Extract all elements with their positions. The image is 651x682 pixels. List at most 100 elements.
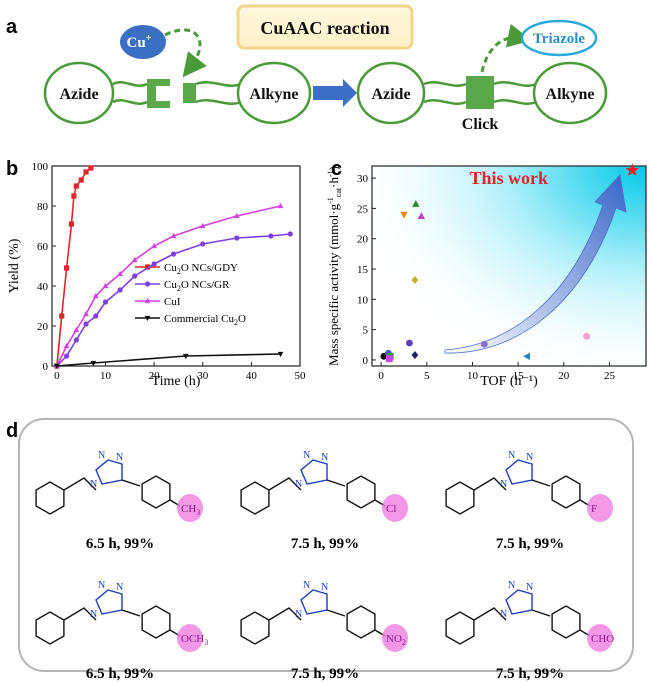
literature-point [411, 351, 419, 360]
ch2-linker [473, 607, 507, 621]
triazole-n1: N [500, 479, 507, 490]
triazole-n2: N [303, 580, 310, 591]
ch2-linker [63, 607, 97, 621]
triazole-n2: N [508, 450, 515, 461]
literature-point [385, 355, 393, 363]
aryl-bond [531, 609, 551, 617]
legend-marker-3 [144, 315, 151, 322]
benzyl-ring [445, 611, 475, 645]
left-link-2 [112, 99, 148, 105]
aryl-ring [141, 605, 171, 639]
click-label: Click [462, 116, 499, 133]
substituent-label: CHO [591, 633, 614, 645]
aryl-ring [346, 605, 376, 639]
left-link-3 [195, 81, 241, 87]
series-line-1 [56, 233, 291, 367]
yield-x-tick-label: 10 [100, 370, 112, 382]
yield-x-tick-label: 20 [149, 370, 161, 382]
left-azide-circle [43, 61, 115, 125]
ch2-linker [473, 477, 507, 491]
series-2-point [233, 212, 240, 219]
series-1-point [151, 261, 157, 267]
substituent-label: OCH3 [181, 633, 208, 647]
legend-label-2: CuI [164, 296, 181, 308]
aryl-bond [121, 609, 141, 617]
series-2-point [102, 282, 109, 289]
catalyst-label: Cu+ [127, 33, 152, 51]
series-0-point [83, 169, 89, 175]
reaction-condition-caption: 7.5 h, 99% [291, 666, 359, 682]
legend-label-0: Cu2O NCs/GDY [164, 262, 238, 276]
activity-x-tick-label: 20 [558, 370, 570, 382]
left-bracket [147, 79, 170, 108]
right-azide-label: Azide [371, 86, 410, 103]
series-2-point [83, 310, 89, 317]
benzyl-ring [240, 481, 270, 515]
substituent-highlight [587, 494, 613, 522]
literature-point [583, 332, 591, 340]
series-1-point [287, 231, 293, 237]
activity-y-tick-label: 15 [357, 264, 369, 276]
aryl-bond [326, 479, 346, 487]
triazole-n1: N [295, 479, 302, 490]
series-1-point [83, 321, 89, 327]
activity-y-tick-label: 10 [357, 294, 369, 306]
series-0-point [73, 183, 79, 189]
yield-y-axis-title: Yield (%) [7, 238, 22, 293]
activity-y-tick-label: 20 [357, 234, 369, 246]
triazole-n3: N [116, 582, 123, 593]
activity-x-tick-label: 25 [604, 370, 616, 382]
legend-label-3: Commercial Cu2O [164, 313, 246, 327]
right-link-2 [423, 99, 467, 105]
series-0-point [71, 193, 77, 199]
aryl-ring [346, 475, 376, 509]
left-plug [183, 83, 196, 103]
activity-chart: 0 5 10 15 20 25 0 5 10 15 20 25 30 TOF (h⁻¹) Mass spec… [326, 163, 647, 389]
product-label: Triazole [533, 31, 586, 47]
series-1-point [73, 337, 79, 343]
yield-plot-frame [51, 165, 301, 367]
left-alkyne-circle [236, 61, 312, 125]
triazole-n3: N [321, 452, 328, 463]
this-work-label: This work [469, 168, 548, 188]
series-0-point [88, 165, 94, 171]
legend-marker-0 [144, 264, 151, 270]
aryl-ring [141, 475, 171, 509]
trend-arrow [444, 174, 627, 354]
benzyl-ring [35, 481, 65, 515]
yield-y-tick-label: 40 [37, 281, 49, 293]
left-azide-label: Azide [59, 86, 98, 103]
activity-x-tick-label: 10 [467, 370, 479, 382]
reaction-condition-caption: 6.5 h, 99% [86, 536, 154, 552]
reaction-condition-caption: 7.5 h, 99% [496, 666, 564, 682]
triazole-ring [505, 459, 533, 485]
reaction-condition-caption: 6.5 h, 99% [86, 666, 154, 682]
yield-y-tick-label: 20 [37, 321, 49, 333]
yield-x-tick-label: 30 [197, 370, 209, 382]
yield-y-tick-label: 80 [37, 201, 49, 213]
series-1-point [200, 241, 206, 247]
literature-point [480, 340, 488, 348]
substituent-label: F [591, 503, 597, 515]
activity-y-axis-title: Mass specific activity (mmol·g-1cat·h-1) [326, 166, 343, 366]
series-2-point [131, 256, 138, 263]
triazole-n3: N [321, 582, 328, 593]
series-1-point [234, 235, 240, 241]
benzyl-ring [240, 611, 270, 645]
panel-a-label: a [6, 16, 18, 38]
substrate-scope-box [18, 418, 634, 672]
yield-chart: 0 10 20 30 40 50 0 20 40 60 80 100 Time (h) Yield (%)… [7, 161, 306, 389]
series-2-point [73, 326, 80, 333]
triazole-n2: N [508, 580, 515, 591]
reaction-condition-caption: 7.5 h, 99% [291, 536, 359, 552]
series-3-point [277, 351, 284, 358]
activity-x-axis-title: TOF (h⁻¹) [480, 374, 538, 389]
triazole-n2: N [98, 450, 105, 461]
left-alkyne-label: Alkyne [250, 86, 299, 103]
activity-y-tick-label: 25 [357, 203, 369, 215]
activity-y-tick-label: 30 [357, 173, 369, 185]
series-2-point [117, 270, 123, 277]
